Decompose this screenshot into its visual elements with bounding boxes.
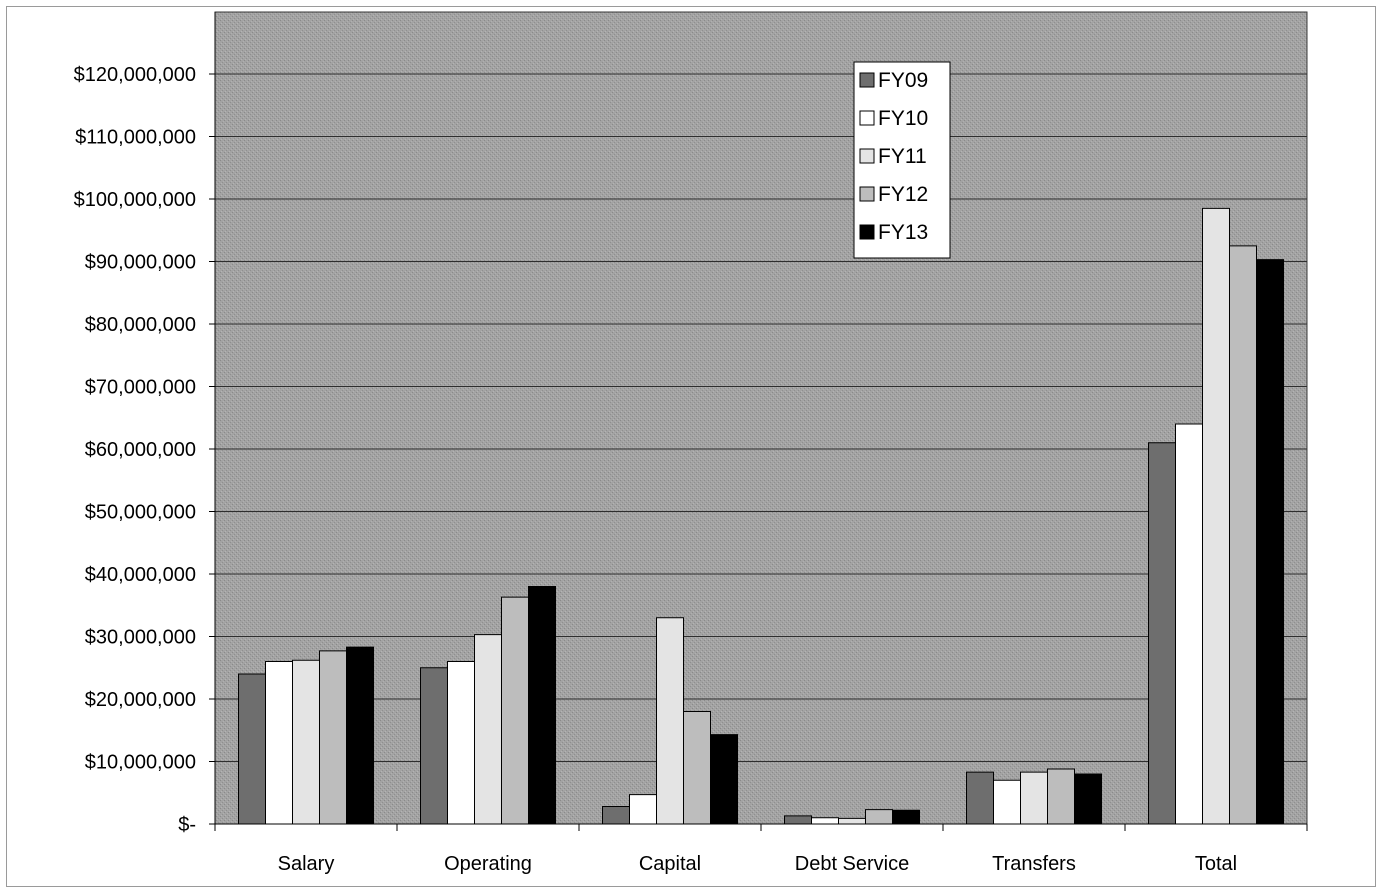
legend-label: FY12 [878, 183, 928, 206]
legend-swatch [859, 148, 875, 164]
y-axis-labels: $- $10,000,000 $20,000,000 $30,000,000 $40,0… [74, 64, 196, 836]
legend-label: FY11 [878, 145, 927, 168]
bar-fy13-debt-service [892, 809, 920, 825]
bar-fy13-transfers [1074, 773, 1102, 825]
bar-fy10-transfers [993, 779, 1021, 825]
y-tick-label: $10,000,000 [85, 752, 196, 774]
y-tick-label: $100,000,000 [74, 189, 196, 211]
bar-fy12-total [1229, 245, 1257, 825]
bar-fy12-operating [501, 596, 529, 825]
legend-swatch [859, 110, 875, 126]
bar-fy10-debt-service [811, 817, 839, 825]
bar-fy12-capital [683, 711, 711, 825]
bar-fy11-capital [656, 617, 684, 825]
bar-fy13-operating [528, 586, 556, 825]
y-tick-label: $120,000,000 [74, 64, 196, 86]
bar-fy09-transfers [966, 771, 994, 825]
y-tick-label: $110,000,000 [75, 127, 196, 149]
x-tick-label: Total [1195, 853, 1237, 875]
bar-fy10-salary [265, 661, 293, 825]
y-tick-label: $50,000,000 [85, 502, 196, 524]
x-axis-labels: Salary Operating Capital Debt Service Transf… [278, 853, 1237, 875]
plot-area [214, 11, 1308, 825]
legend-label: FY10 [878, 107, 928, 130]
x-tick-label: Salary [278, 853, 335, 875]
x-tick-label: Transfers [992, 853, 1076, 875]
x-tick-label: Capital [639, 853, 701, 875]
legend-swatch [859, 186, 875, 202]
legend-swatch [859, 72, 875, 88]
bar-fy09-operating [420, 667, 448, 825]
bars [238, 207, 1284, 825]
gridlines [215, 73, 1307, 762]
bar-fy09-total [1148, 442, 1176, 825]
x-tick-label: Operating [444, 853, 532, 875]
bar-fy11-salary [292, 659, 320, 825]
y-tick-label: $- [178, 814, 196, 836]
bar-fy09-salary [238, 673, 266, 825]
bar-fy09-debt-service [784, 815, 812, 825]
bar-fy11-debt-service [838, 817, 866, 825]
bar-fy11-operating [474, 634, 502, 825]
bar-fy10-capital [629, 794, 657, 825]
legend-swatch [859, 224, 875, 240]
bar-fy11-total [1202, 207, 1230, 825]
bar-fy12-transfers [1047, 768, 1075, 825]
y-tick-label: $90,000,000 [85, 252, 196, 274]
y-tick-label: $40,000,000 [85, 564, 196, 586]
y-tick-label: $80,000,000 [85, 314, 196, 336]
bar-fy10-total [1175, 423, 1203, 825]
bar-fy13-total [1256, 259, 1284, 825]
legend-label: FY09 [878, 69, 928, 92]
y-tick-label: $30,000,000 [85, 627, 196, 649]
bar-fy12-salary [319, 650, 347, 825]
y-tick-label: $70,000,000 [85, 377, 196, 399]
y-tick-label: $60,000,000 [85, 439, 196, 461]
bar-fy13-capital [710, 734, 738, 825]
bar-fy11-transfers [1020, 771, 1048, 825]
legend: FY09 FY10 FY11 FY12 FY13 [853, 61, 951, 259]
bar-fy12-debt-service [865, 809, 893, 825]
bar-fy10-operating [447, 661, 475, 825]
y-tick-label: $20,000,000 [85, 689, 196, 711]
x-tick-label: Debt Service [795, 853, 910, 875]
axes [209, 12, 1308, 831]
bar-fy13-salary [346, 646, 374, 825]
legend-label: FY13 [878, 221, 928, 244]
bar-fy09-capital [602, 806, 630, 825]
